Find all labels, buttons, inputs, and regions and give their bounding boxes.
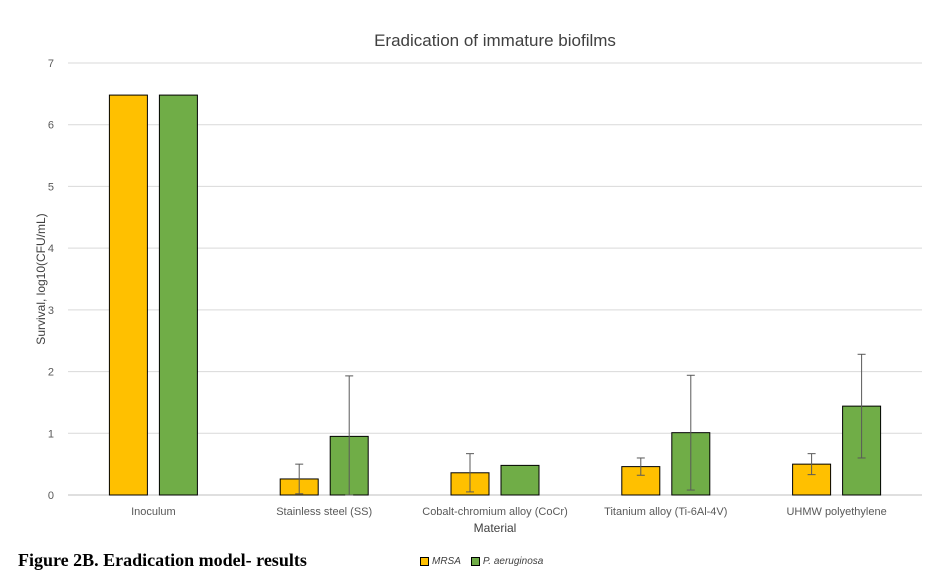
error-bars (295, 353, 866, 496)
error-bar (295, 463, 304, 495)
x-tick-label: UHMW polyethylene (786, 506, 886, 518)
gridlines (68, 62, 922, 496)
y-tick-label: 4 (48, 243, 54, 255)
y-tick-label: 2 (48, 367, 54, 379)
figure-caption: Figure 2B. Eradication model- results (18, 550, 307, 570)
legend: MRSA P. aeruginosa (420, 556, 553, 567)
y-tick-label: 3 (48, 305, 54, 317)
y-axis-title: Survival, log10(CFU/mL) (34, 213, 48, 344)
y-tick-label: 1 (48, 428, 54, 440)
y-tick-label: 6 (48, 120, 54, 132)
legend-swatch-mrsa (420, 557, 429, 566)
y-tick-label: 5 (48, 181, 54, 193)
x-tick-label: Stainless steel (SS) (276, 506, 372, 518)
bar-p-aeruginosa (158, 94, 198, 496)
y-tick-labels: 0 1 2 3 4 5 6 7 (48, 58, 54, 502)
legend-label-p-aeruginosa: P. aeruginosa (482, 556, 544, 567)
bar-mrsa (108, 94, 148, 496)
x-tick-label: Titanium alloy (Ti-6Al-4V) (604, 506, 727, 518)
x-tick-label: Inoculum (131, 506, 176, 518)
error-bar (636, 457, 645, 476)
x-tick-labels: Inoculum Stainless steel (SS) Cobalt-chrom… (131, 506, 887, 518)
x-tick-label: Cobalt-chromium alloy (CoCr) (422, 506, 567, 518)
x-axis-title: Material (474, 521, 517, 535)
error-bar (807, 453, 816, 476)
y-tick-label: 7 (48, 58, 54, 70)
legend-label-mrsa: MRSA (432, 556, 461, 567)
error-bar (857, 353, 866, 459)
bars (108, 94, 882, 496)
error-bar (345, 375, 354, 496)
y-tick-label: 0 (48, 490, 54, 502)
legend-swatch-p-aeruginosa (470, 557, 480, 566)
error-bar (466, 453, 474, 493)
legend-item-mrsa: MRSA (420, 556, 461, 567)
chart-title: Eradication of immature biofilms (374, 31, 616, 50)
error-bar (686, 374, 695, 491)
legend-item-p-aeruginosa: P. aeruginosa (470, 556, 544, 567)
bar-p-aeruginosa (500, 464, 540, 496)
